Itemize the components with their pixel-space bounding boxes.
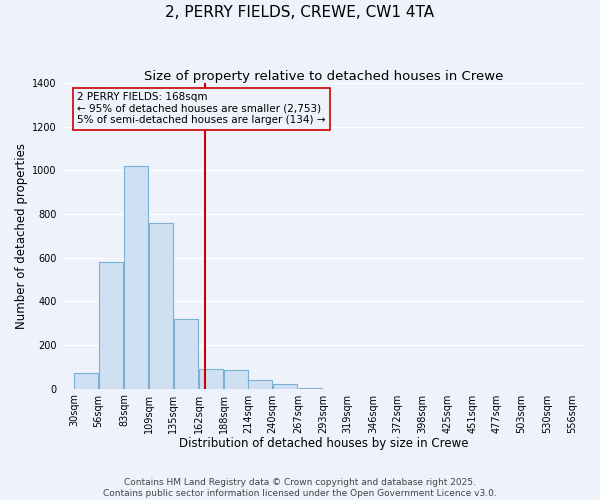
Bar — [273, 384, 297, 388]
X-axis label: Distribution of detached houses by size in Crewe: Distribution of detached houses by size … — [179, 437, 468, 450]
Title: Size of property relative to detached houses in Crewe: Size of property relative to detached ho… — [143, 70, 503, 83]
Bar — [124, 166, 148, 388]
Text: 2 PERRY FIELDS: 168sqm
← 95% of detached houses are smaller (2,753)
5% of semi-d: 2 PERRY FIELDS: 168sqm ← 95% of detached… — [77, 92, 326, 126]
Text: Contains HM Land Registry data © Crown copyright and database right 2025.
Contai: Contains HM Land Registry data © Crown c… — [103, 478, 497, 498]
Bar — [99, 262, 123, 388]
Text: 2, PERRY FIELDS, CREWE, CW1 4TA: 2, PERRY FIELDS, CREWE, CW1 4TA — [166, 5, 434, 20]
Bar — [174, 318, 197, 388]
Bar — [74, 374, 98, 388]
Bar — [199, 369, 223, 388]
Bar — [224, 370, 248, 388]
Bar — [248, 380, 272, 388]
Bar — [149, 222, 173, 388]
Y-axis label: Number of detached properties: Number of detached properties — [15, 143, 28, 329]
